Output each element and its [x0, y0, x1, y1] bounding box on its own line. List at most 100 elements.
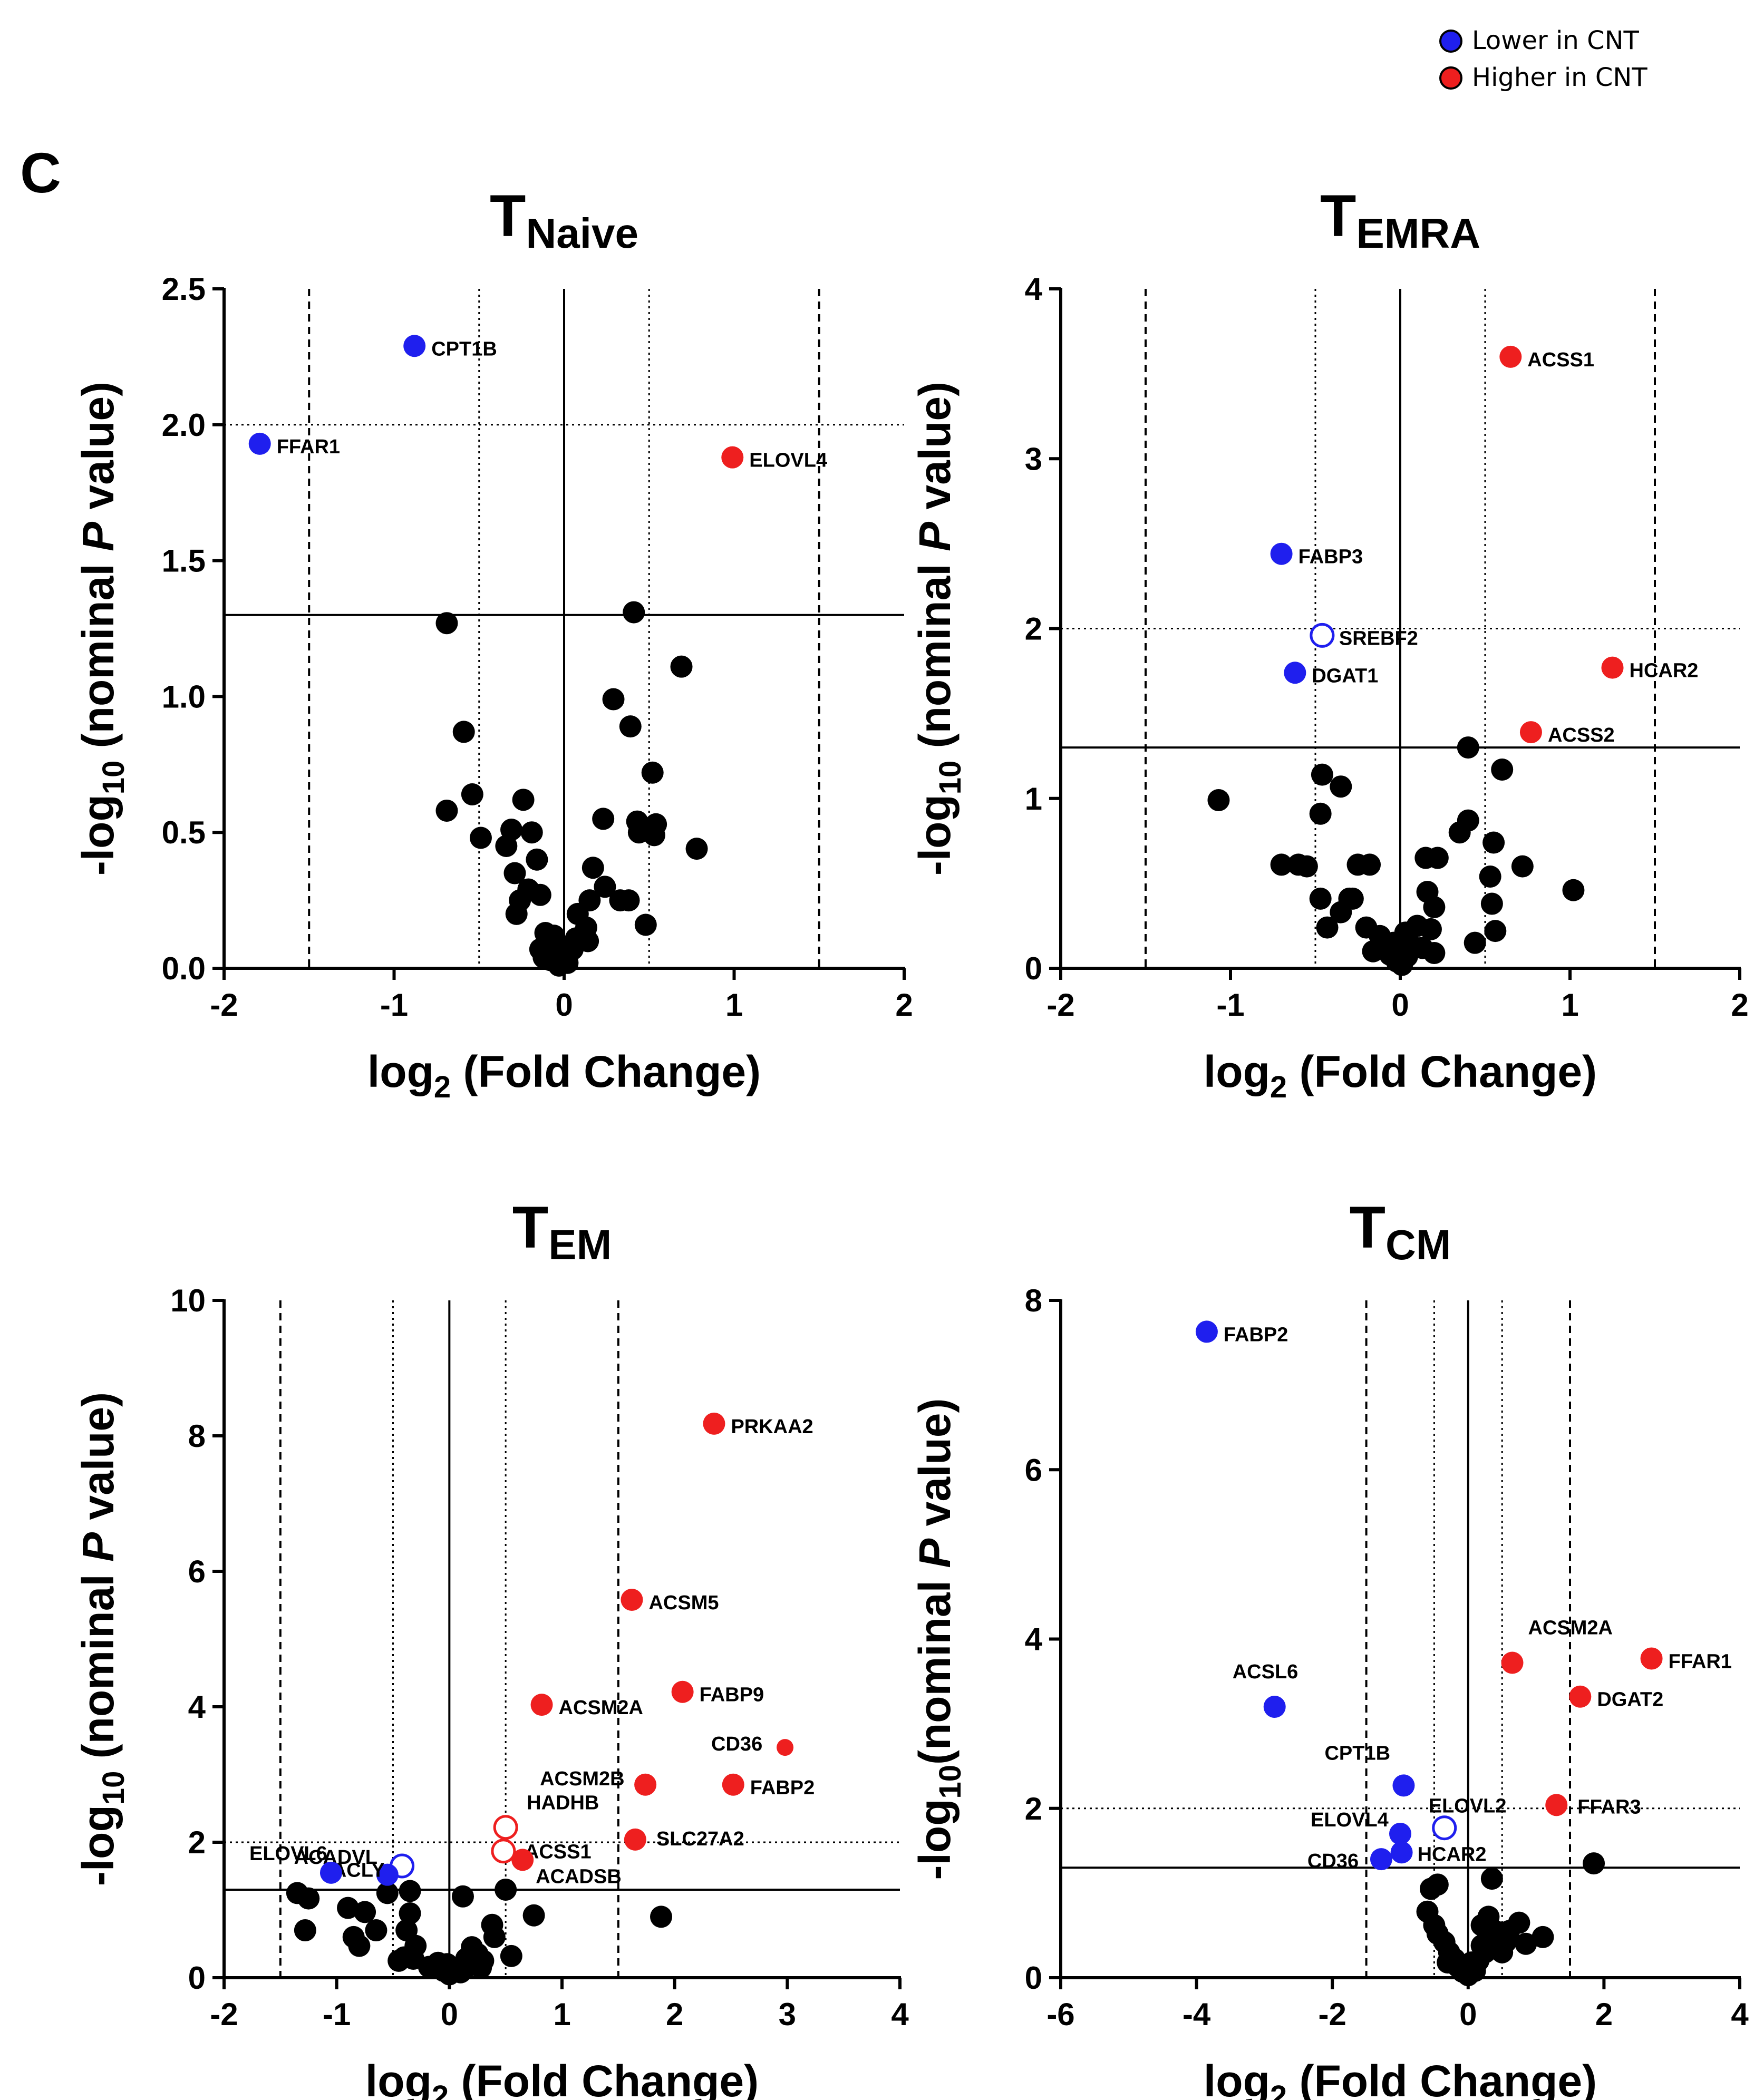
point-acsm5 — [621, 1588, 643, 1611]
point-elovl4 — [1389, 1822, 1411, 1845]
data-point — [1448, 821, 1471, 844]
y-tick-label: 3 — [1025, 441, 1042, 477]
point-ffar1 — [1640, 1647, 1663, 1670]
point-fabp9 — [671, 1680, 694, 1703]
point-dgat1 — [1284, 662, 1306, 684]
point-prkaa2 — [703, 1412, 725, 1435]
point-hadhb — [493, 1815, 518, 1840]
data-point — [1423, 896, 1446, 918]
point-cpt1b — [403, 335, 426, 357]
x-tick-label: 1 — [1561, 987, 1578, 1023]
chart-title: TEM — [512, 1194, 612, 1268]
y-tick-label: 2 — [1025, 1791, 1042, 1826]
y-tick-label: 10 — [170, 1283, 206, 1318]
point-label: ACSM5 — [648, 1592, 719, 1614]
y-axis-label: -log10 (nominal P value) — [910, 382, 967, 876]
data-point — [452, 721, 475, 743]
y-tick-label: 1.0 — [162, 679, 206, 714]
data-point — [500, 1945, 522, 1967]
point-elovl2 — [1432, 1815, 1457, 1841]
data-point — [1515, 1932, 1537, 1955]
data-point — [495, 1878, 517, 1901]
point-label: ELOVL2 — [1429, 1795, 1507, 1817]
data-point — [294, 1919, 316, 1942]
point-label: ACSS1 — [1527, 349, 1594, 371]
data-point — [1423, 941, 1446, 964]
x-tick-label: 2 — [1595, 1997, 1613, 2032]
point-fabp2 — [722, 1773, 744, 1796]
x-tick-label: 0 — [441, 1997, 458, 2032]
x-tick-label: -2 — [1046, 987, 1074, 1023]
point-label: DGAT2 — [1597, 1689, 1663, 1711]
data-point — [1480, 892, 1503, 915]
y-axis-label: -log10 (nominal P value) — [73, 1392, 131, 1886]
data-point — [1491, 758, 1514, 781]
point-cd36 — [1370, 1848, 1392, 1871]
y-axis-label: -log10(nominal P value) — [910, 1398, 967, 1880]
data-point — [1311, 763, 1333, 786]
data-point — [1479, 865, 1501, 888]
data-point — [1480, 1868, 1503, 1890]
point-acsm2b — [634, 1773, 657, 1796]
y-tick-label: 6 — [188, 1554, 206, 1589]
data-point — [685, 838, 708, 860]
point-slc27a2 — [624, 1828, 646, 1851]
data-point — [623, 601, 645, 624]
data-point — [297, 1887, 320, 1910]
data-point — [399, 1902, 421, 1924]
data-point — [643, 824, 665, 847]
data-point — [483, 1926, 506, 1948]
y-tick-label: 4 — [1025, 1622, 1043, 1657]
x-tick-label: -4 — [1183, 1997, 1211, 2032]
x-tick-label: 1 — [553, 1997, 570, 2032]
data-point — [594, 876, 616, 898]
point-label: ACSS1 — [525, 1841, 592, 1863]
y-tick-label: 2.5 — [162, 271, 206, 307]
data-point — [532, 946, 555, 969]
point-acsm2a — [530, 1694, 553, 1716]
point-ffar3 — [1545, 1794, 1568, 1816]
point-ffar1 — [248, 432, 271, 455]
point-label: ACSM2A — [559, 1697, 643, 1719]
x-tick-label: -1 — [380, 987, 408, 1023]
chart-title: TEMRA — [1320, 183, 1480, 257]
data-point — [1532, 1926, 1554, 1948]
data-point — [512, 789, 535, 811]
data-point — [1491, 1941, 1514, 1963]
y-tick-label: 0 — [1025, 951, 1042, 986]
data-point — [582, 857, 604, 879]
point-acsl6 — [1263, 1696, 1286, 1718]
data-point — [617, 889, 640, 912]
chart-title: TNaive — [490, 183, 638, 257]
y-tick-label: 1 — [1025, 781, 1042, 816]
point-dgat2 — [1569, 1685, 1592, 1708]
data-point — [1583, 1852, 1605, 1875]
data-point — [542, 925, 565, 947]
y-tick-label: 4 — [1025, 271, 1043, 307]
data-point — [1295, 855, 1318, 878]
y-tick-label: 2 — [1025, 611, 1042, 647]
data-point — [670, 655, 693, 678]
data-point — [1309, 887, 1332, 910]
point-hcar2 — [1601, 656, 1624, 679]
data-point — [641, 761, 664, 784]
volcano-panel-em: TEM -2 -1 0 1 2 3 4 0 2 4 6 8 10 log2 (Fold Change) -lo… — [73, 1194, 909, 2100]
data-point — [1470, 1934, 1493, 1957]
data-point — [1309, 802, 1332, 825]
x-tick-label: 0 — [1459, 1997, 1477, 2032]
point-label: PRKAA2 — [731, 1416, 813, 1438]
data-point — [469, 827, 492, 849]
x-tick-label: 4 — [891, 1997, 909, 2032]
data-point — [376, 1882, 399, 1904]
y-tick-label: 4 — [188, 1689, 206, 1725]
y-tick-label: 8 — [1025, 1283, 1042, 1318]
volcano-panel-naive: TNaive -2 -1 0 1 2 0.0 0.5 1.0 1.5 2.0 2.5 log2 (Fol… — [73, 183, 913, 1104]
data-point — [451, 1885, 474, 1908]
point-hcar2 — [1390, 1841, 1413, 1864]
point-label: HADHB — [527, 1792, 599, 1814]
data-point — [634, 913, 657, 936]
data-point — [500, 819, 523, 841]
point-srebf2 — [1310, 623, 1335, 648]
point-label: ACSS2 — [1548, 724, 1615, 746]
x-axis-label: log2 (Fold Change) — [367, 1047, 761, 1104]
